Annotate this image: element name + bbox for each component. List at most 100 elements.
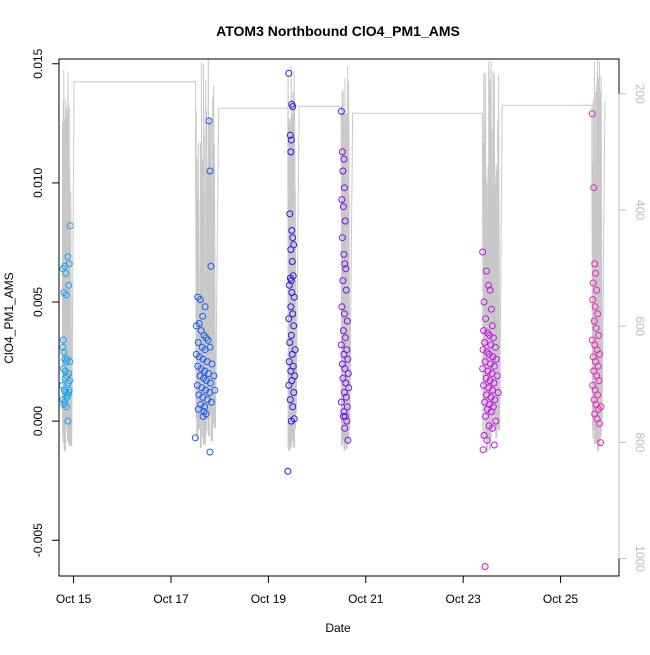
data-point (206, 167, 214, 175)
data-point (202, 386, 210, 394)
data-point (338, 148, 346, 156)
data-point (340, 250, 348, 258)
data-point (340, 350, 348, 358)
data-point (340, 389, 348, 396)
data-point (194, 293, 202, 301)
data-point (343, 417, 351, 425)
data-point (341, 260, 349, 268)
data-point (59, 343, 67, 351)
data-point (290, 241, 298, 249)
series-4 (337, 107, 353, 444)
data-point (287, 277, 295, 285)
data-point (344, 370, 352, 377)
data-point (494, 389, 502, 396)
data-point (594, 362, 602, 370)
data-point (290, 293, 298, 301)
data-point (285, 281, 293, 289)
data-point (65, 260, 73, 268)
data-point (289, 103, 297, 111)
data-point (289, 234, 297, 242)
data-point (488, 322, 496, 330)
data-point (339, 412, 347, 420)
data-point (62, 291, 70, 299)
data-point (340, 310, 348, 318)
x-axis-label: Date (325, 621, 351, 635)
data-point (285, 69, 293, 77)
data-point (199, 312, 207, 320)
data-point (62, 269, 70, 277)
data-point (486, 360, 494, 368)
data-point (491, 396, 499, 404)
data-point (338, 234, 346, 242)
data-point (286, 131, 294, 139)
y-axis-label: ClO4_PM1_AMS (2, 272, 16, 363)
data-point (341, 412, 349, 420)
data-point (194, 339, 202, 346)
data-point (285, 315, 293, 323)
data-point (344, 355, 352, 363)
data-point (344, 436, 352, 444)
data-point (207, 398, 215, 406)
data-point (64, 253, 72, 261)
data-point (338, 303, 346, 311)
data-point (596, 350, 603, 358)
series-1 (58, 222, 74, 425)
data-point (194, 405, 202, 413)
data-point (191, 434, 199, 442)
x-tick-label: Oct 19 (251, 592, 287, 606)
data-point (490, 379, 498, 387)
data-point (341, 365, 349, 373)
data-point (493, 372, 501, 380)
data-point (479, 446, 487, 454)
data-point (287, 148, 295, 156)
data-point (479, 248, 487, 256)
data-point (486, 401, 493, 408)
x-tick-label: Oct 23 (445, 592, 481, 606)
data-point (340, 408, 348, 416)
data-point (343, 317, 351, 325)
data-point (486, 286, 494, 294)
data-point (290, 389, 298, 396)
y-tick-label: -0.005 (31, 523, 45, 557)
data-point (206, 379, 214, 387)
x-tick-label: Oct 21 (348, 592, 384, 606)
data-point (286, 210, 294, 218)
data-point (285, 358, 293, 366)
data-point (63, 355, 71, 363)
data-point (339, 327, 347, 335)
data-point (59, 336, 67, 344)
y-tick-label: 0.010 (31, 168, 45, 198)
data-point (289, 403, 297, 411)
data-points (58, 69, 605, 570)
data-point (289, 310, 297, 318)
data-point (483, 436, 491, 444)
data-point (480, 298, 488, 306)
right-tick-label: 600 (633, 316, 647, 336)
data-point (483, 267, 490, 275)
data-point (492, 417, 500, 425)
data-point (286, 396, 294, 404)
data-point (285, 381, 293, 389)
data-point (591, 303, 599, 311)
data-point (206, 448, 214, 456)
data-point (342, 393, 350, 401)
data-point (339, 167, 347, 175)
right-tick-label: 800 (633, 432, 647, 452)
data-point (289, 272, 297, 280)
data-point (594, 310, 602, 318)
axes: Oct 15 Oct 17 Oct 19 Oct 21 Oct 23 Oct 25 -0.0… (31, 48, 647, 606)
x-tick-label: Oct 25 (543, 592, 579, 606)
data-point (287, 331, 295, 339)
data-point (589, 279, 597, 287)
data-point (202, 334, 210, 342)
data-point (487, 305, 495, 313)
data-point (66, 377, 74, 385)
data-point (339, 277, 347, 285)
data-point (60, 401, 68, 408)
data-point (342, 286, 350, 294)
data-point (66, 358, 74, 366)
data-point (490, 441, 498, 449)
plot-frame (58, 58, 620, 577)
x-tick-label: Oct 15 (56, 592, 92, 606)
